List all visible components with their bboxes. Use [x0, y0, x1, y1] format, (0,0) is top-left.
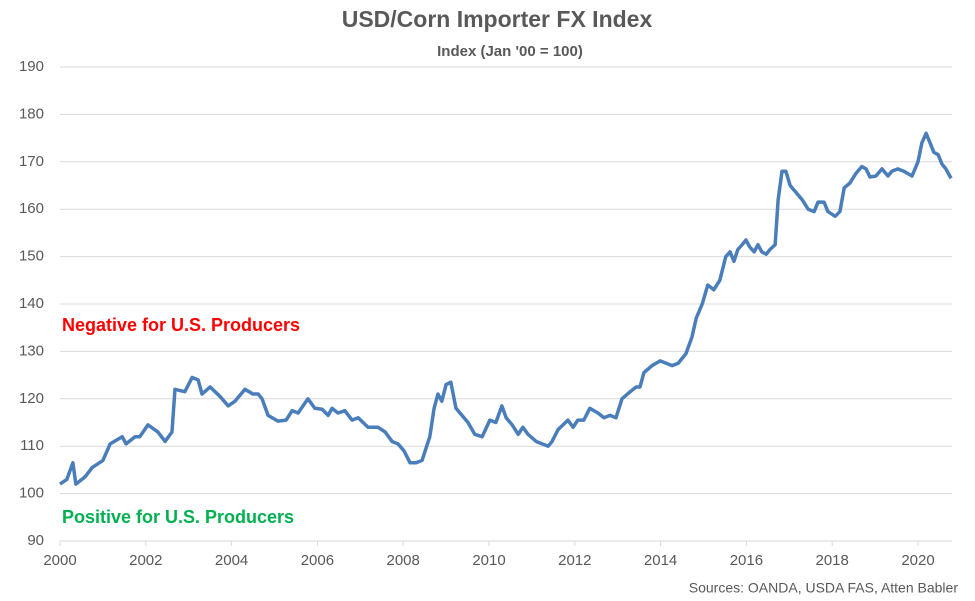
x-tick-label: 2020	[901, 552, 934, 569]
data-line	[59, 131, 953, 486]
y-tick-label: 170	[19, 153, 44, 170]
y-tick-label: 130	[19, 342, 44, 359]
x-tick-label: 2010	[472, 552, 505, 569]
x-tick-label: 2002	[129, 552, 162, 569]
x-tick-label: 2012	[558, 552, 591, 569]
x-tick-label: 2006	[301, 552, 334, 569]
y-tick-label: 110	[20, 437, 44, 454]
x-tick-label: 2018	[816, 552, 849, 569]
y-tick-label: 190	[19, 58, 44, 75]
y-tick-label: 90	[27, 532, 44, 549]
x-tick-label: 2008	[387, 552, 420, 569]
x-tick-label: 2004	[215, 552, 248, 569]
y-tick-label: 180	[19, 105, 44, 122]
y-tick-label: 150	[19, 248, 44, 265]
y-tick-label: 100	[19, 485, 44, 502]
source-note: Sources: OANDA, USDA FAS, Atten Babler	[689, 580, 959, 596]
annotation: Positive for U.S. Producers	[62, 507, 294, 527]
chart-subtitle: Index (Jan '00 = 100)	[437, 43, 583, 60]
annotation: Negative for U.S. Producers	[62, 315, 300, 335]
y-tick-label: 160	[19, 200, 44, 217]
x-tick-label: 2000	[43, 552, 76, 569]
chart-title: USD/Corn Importer FX Index	[342, 6, 653, 32]
x-tick-label: 2016	[730, 552, 763, 569]
x-tick-label: 2014	[644, 552, 677, 569]
y-tick-label: 120	[19, 390, 44, 407]
y-tick-label: 140	[19, 295, 44, 312]
